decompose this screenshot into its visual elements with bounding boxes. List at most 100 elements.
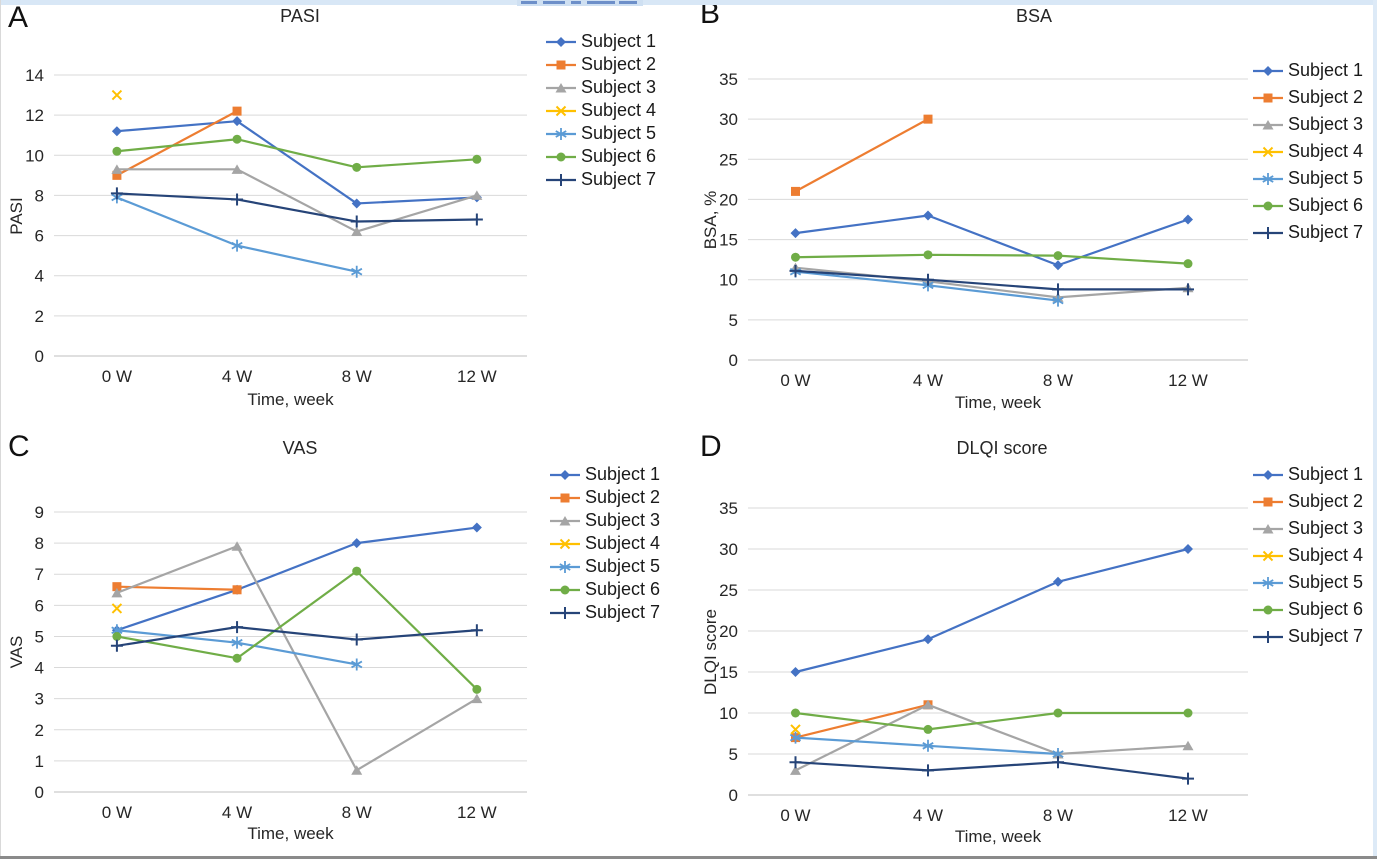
marker-diamond: [471, 522, 482, 533]
legend-marker: [1262, 576, 1274, 589]
x-tick-label: 8 W: [342, 803, 372, 822]
y-tick-label: 0: [729, 351, 738, 370]
y-tick-label: 0: [35, 347, 44, 366]
square-marker-icon: [546, 60, 576, 69]
square-marker-icon: [1253, 497, 1283, 506]
legend-vas: Subject 1 Subject 2 Subject 3 Subject 4 Subj…: [550, 463, 660, 624]
marker-diamond: [1183, 214, 1193, 225]
marker-triangle: [111, 587, 123, 598]
series-subject-5: [111, 624, 363, 671]
marker-circle: [1053, 708, 1063, 718]
x-marker-icon: [1253, 146, 1283, 157]
marker-x: [111, 603, 123, 614]
y-tick-label: 5: [35, 627, 44, 646]
y-tick-label: 14: [25, 66, 44, 85]
y-tick-label: 2: [35, 307, 44, 326]
y-tick-label: 1: [35, 752, 44, 771]
legend-label: Subject 3: [1288, 114, 1364, 134]
legend-item-subject-1: Subject 1: [550, 463, 660, 486]
legend-label: Subject 5: [1288, 572, 1364, 592]
y-tick-label: 4: [35, 267, 44, 286]
legend-item-subject-7: Subject 7: [550, 601, 660, 624]
x-marker-icon: [546, 105, 576, 116]
legend-item-subject-5: Subject 5: [550, 555, 660, 578]
marker-diamond: [923, 210, 933, 221]
panel-label-c: C: [8, 430, 30, 463]
legend-label: Subject 4: [1288, 141, 1364, 161]
marker-asterisk: [231, 636, 243, 649]
marker-triangle: [471, 693, 483, 704]
marker-diamond: [232, 116, 243, 127]
marker-triangle: [231, 541, 243, 551]
series-subject-1: [790, 210, 1193, 271]
x-tick-label: 12 W: [457, 367, 497, 386]
series-line: [795, 711, 1188, 731]
y-tick-label: 20: [719, 190, 738, 209]
plus-marker-icon: [546, 173, 576, 186]
x-tick-label: 0 W: [102, 367, 132, 386]
viewer-right-strip: [1373, 0, 1377, 859]
legend-label: Subject 6: [581, 146, 657, 166]
asterisk-marker-icon: [1253, 576, 1283, 589]
marker-circle: [923, 250, 933, 260]
marker-square: [923, 114, 933, 124]
series-line: [795, 214, 1189, 267]
marker-plus: [350, 633, 363, 646]
y-tick-label: 7: [35, 565, 44, 584]
panel-label-b: B: [700, 0, 721, 30]
x-tick-label: 8 W: [1043, 371, 1073, 390]
x-tick-label: 4 W: [222, 367, 252, 386]
marker-asterisk: [231, 239, 243, 252]
legend-label: Subject 5: [585, 556, 661, 576]
x-tick-label: 0 W: [780, 371, 810, 390]
y-tick-label: 5: [729, 311, 738, 330]
marker-plus: [470, 213, 483, 226]
square-marker-icon: [550, 493, 580, 502]
legend-item-subject-2: Subject 2: [546, 53, 656, 76]
x-axis-label-pasi: Time, week: [247, 390, 334, 409]
legend-marker: [560, 585, 570, 594]
triangle-marker-icon: [550, 515, 580, 525]
series-line: [795, 761, 1189, 780]
marker-x: [111, 89, 123, 101]
marker-diamond: [351, 198, 362, 209]
marker-triangle: [351, 765, 363, 775]
marker-asterisk: [351, 265, 363, 278]
x-axis-label-vas: Time, week: [247, 824, 334, 843]
legend-label: Subject 2: [1288, 87, 1364, 107]
legend-marker: [1262, 172, 1274, 185]
marker-circle: [1183, 708, 1193, 718]
chart-title-pasi: PASI: [280, 6, 320, 26]
legend-label: Subject 2: [1288, 491, 1364, 511]
legend-marker: [1262, 550, 1274, 561]
x-marker-icon: [1253, 550, 1283, 561]
legend-item-subject-4: Subject 4: [546, 99, 656, 122]
legend-item-subject-2: Subject 2: [1253, 488, 1363, 515]
x-tick-label: 12 W: [1168, 806, 1208, 825]
plus-marker-icon: [1253, 226, 1283, 239]
marker-diamond: [790, 228, 801, 239]
legend-label: Subject 6: [1288, 195, 1364, 215]
y-tick-label: 35: [719, 70, 738, 89]
legend-marker: [556, 60, 566, 69]
marker-asterisk: [1052, 294, 1064, 307]
series-subject-2: [112, 582, 242, 595]
legend-label: Subject 4: [585, 533, 661, 553]
series-subject-7: [789, 756, 1194, 785]
x-axis-label-bsa: Time, week: [954, 393, 1042, 412]
y-tick-label: 0: [35, 783, 44, 802]
marker-diamond: [923, 634, 933, 645]
y-tick-label: 5: [729, 745, 738, 764]
panel-label-d: D: [700, 430, 722, 463]
circle-marker-icon: [1253, 201, 1283, 210]
marker-plus: [470, 624, 483, 637]
chart-title-dlqi: DLQI score: [956, 438, 1048, 458]
legend-label: Subject 3: [585, 510, 661, 530]
legend-marker: [1263, 469, 1273, 480]
y-tick-label: 20: [719, 622, 738, 641]
series-subject-5: [111, 191, 363, 278]
marker-diamond: [1053, 260, 1063, 271]
legend-item-subject-1: Subject 1: [1253, 461, 1363, 488]
